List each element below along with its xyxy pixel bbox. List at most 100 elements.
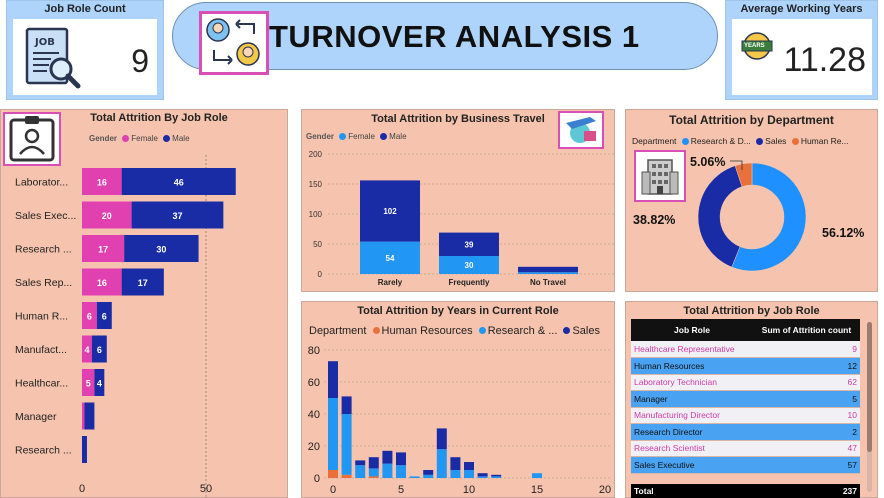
years-badge-icon: [741, 32, 773, 60]
data-label-male: 17: [138, 278, 148, 288]
bar-hr: [368, 476, 379, 478]
kpi-working-years-value: 11.28: [783, 41, 866, 79]
y-tick-label: 100: [309, 210, 323, 219]
donut-slice: [731, 162, 807, 272]
data-label-male: 39: [465, 240, 474, 249]
table-row[interactable]: Human Resources 12: [631, 357, 860, 375]
cell-job-role: Research Scientist: [631, 440, 753, 457]
building-icon: [641, 159, 679, 195]
legend-label: Department: [309, 325, 367, 337]
bar-male: [91, 335, 107, 363]
bar-rd: [532, 473, 542, 478]
table-row[interactable]: Research Scientist 47: [631, 440, 860, 457]
table-row[interactable]: Manufacturing Director 10: [631, 407, 860, 424]
cell-job-role: Laboratory Technician: [631, 374, 753, 391]
table-row[interactable]: Manager 5: [631, 390, 860, 408]
category-label: Human R...: [15, 311, 68, 323]
data-label-female: 6: [87, 312, 92, 322]
total-value: 237: [753, 484, 860, 498]
building-icon-frame: [634, 150, 686, 202]
cell-job-role: Sales Executive: [631, 456, 753, 474]
bar-sales: [355, 460, 366, 466]
table-row[interactable]: Sales Executive 57: [631, 456, 860, 474]
department-title: Total Attrition by Department: [669, 113, 834, 127]
table-row[interactable]: Research Director 2: [631, 423, 860, 441]
header-banner: TURNOVER ANALYSIS 1: [172, 2, 718, 75]
data-label-female: 5: [86, 379, 91, 389]
plane-globe-icon: [566, 117, 596, 143]
legend-sales-swatch: [563, 327, 571, 335]
slice-label-hr: 5.06%: [690, 155, 725, 169]
category-label: Sales Exec...: [15, 210, 76, 222]
bar-rd: [477, 476, 488, 478]
bar-rd: [355, 465, 366, 478]
legend-hr-swatch: [372, 327, 380, 335]
job-role-chart-panel: Total Attrition By Job Role Gender Femal…: [0, 109, 288, 498]
bar-rd: [382, 463, 393, 478]
data-label-male: 46: [174, 178, 184, 188]
bar-female: [82, 168, 122, 195]
legend-rd: Research & D...: [690, 136, 751, 146]
bar-rd: [409, 476, 420, 478]
bar-sales: [477, 473, 488, 477]
y-tick-label: 20: [308, 441, 320, 453]
bar-rd: [368, 468, 379, 477]
bar-female: [82, 201, 132, 229]
bar-male: [518, 266, 578, 273]
bar-rd: [491, 476, 502, 478]
kpi-job-role-card: Job Role Count JOB 9: [6, 0, 164, 100]
bar-male: [439, 232, 499, 256]
cell-attrition: 12: [753, 357, 860, 375]
bar-rd: [464, 470, 474, 478]
department-panel: Total Attrition by Department Department…: [625, 109, 878, 292]
data-label-male: 6: [102, 312, 107, 322]
bar-male: [131, 201, 224, 229]
bar-male: [121, 268, 164, 296]
data-label-male: 102: [383, 207, 397, 216]
legend-sales: Sales: [572, 325, 600, 337]
business-travel-title: Total Attrition by Business Travel: [371, 113, 545, 125]
column-header-attrition[interactable]: Sum of Attrition count: [753, 319, 860, 341]
legend-female-swatch: [339, 132, 347, 140]
business-travel-panel: Total Attrition by Business Travel Gende…: [301, 109, 616, 292]
bar-male: [96, 302, 112, 329]
table-row[interactable]: Laboratory Technician 62: [631, 374, 860, 391]
table-scrollbar-thumb[interactable]: [867, 322, 872, 452]
leader-line: [730, 160, 743, 170]
years-role-title: Total Attrition by Years in Current Role: [357, 305, 559, 317]
department-legend: Department Research & D... Sales Human R…: [632, 136, 849, 146]
kpi-working-years-title: Average Working Years: [740, 3, 863, 15]
years-role-bar-chart: 0 20 40 60 80 0 5 10 15 20: [308, 345, 611, 496]
x-tick-label: 50: [200, 483, 212, 495]
cell-attrition: 62: [753, 374, 860, 391]
travel-icon: [558, 111, 604, 149]
legend-sales-swatch: [756, 137, 764, 145]
data-label-female: 54: [386, 254, 395, 263]
column-header-job-role[interactable]: Job Role: [631, 319, 753, 341]
bar-sales: [423, 470, 434, 475]
bar-female: [82, 369, 95, 396]
bar-hr: [341, 474, 352, 478]
bar-rd: [341, 414, 352, 475]
legend-female: Female: [131, 134, 158, 143]
category-label: Research ...: [15, 445, 72, 457]
cell-attrition: 9: [753, 341, 860, 358]
table-row[interactable]: Healthcare Representative 9: [631, 341, 860, 358]
bar-female: [82, 335, 92, 363]
x-tick-label: 15: [531, 484, 543, 496]
slice-label-rd: 56.12%: [822, 226, 864, 240]
bar-male: [84, 402, 95, 430]
x-tick-label: 20: [599, 484, 611, 496]
bar-rd: [450, 470, 461, 478]
y-tick-label: 50: [313, 240, 322, 249]
legend-label: Gender: [89, 134, 118, 143]
legend-male-swatch: [380, 132, 388, 140]
cell-job-role: Research Director: [631, 423, 753, 441]
table-header-row: Job Role Sum of Attrition count: [631, 319, 860, 341]
category-label: Laborator...: [15, 177, 68, 189]
bar-female: [518, 272, 578, 274]
table-scrollbar[interactable]: [867, 322, 872, 492]
data-label-male: 4: [97, 379, 102, 389]
legend-female: Female: [348, 132, 375, 141]
bar-sales: [464, 462, 474, 470]
